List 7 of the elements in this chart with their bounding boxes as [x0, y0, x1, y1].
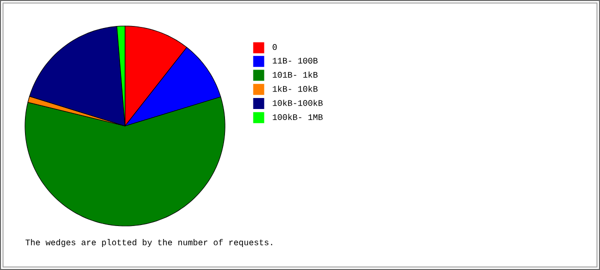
text: The wedges are plotted by the number of requests.: [26, 239, 272, 247]
legend-label: 10kB-100kB: [272, 100, 323, 106]
legend-label: 0: [272, 44, 277, 50]
legend-label: 11B- 100B: [272, 58, 318, 64]
legend-label: 100kB- 1MB: [272, 114, 323, 120]
legend-label: 101B- 1kB: [272, 71, 318, 78]
legend-label: 1kB- 10kB: [272, 86, 318, 92]
